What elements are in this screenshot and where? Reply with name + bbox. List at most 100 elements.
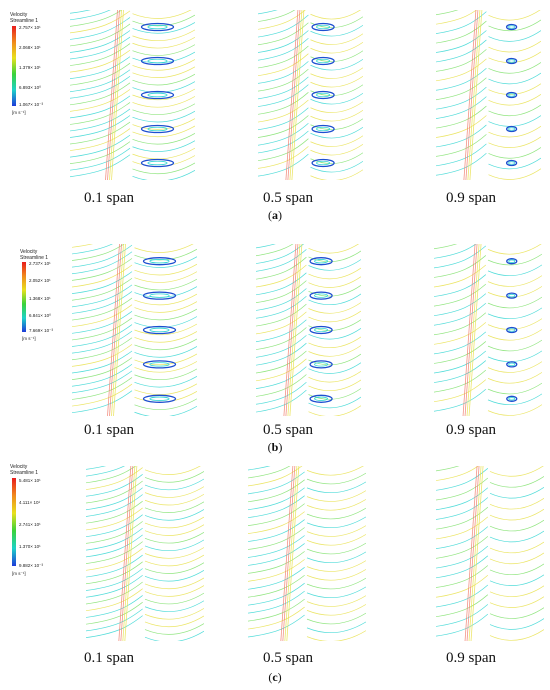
streamline (86, 487, 143, 511)
streamline (489, 618, 544, 630)
streamline (436, 466, 479, 481)
streamline (436, 545, 489, 569)
streamline (248, 598, 305, 622)
vortex-loop (142, 257, 177, 266)
streamline (488, 157, 541, 170)
streamline (258, 153, 309, 177)
streamline (258, 84, 309, 107)
streamline (308, 267, 361, 280)
streamline (487, 275, 542, 287)
legend-tick: 6.893× 10⁰ (19, 85, 41, 90)
vortex-loop (147, 92, 168, 98)
streamline (434, 312, 487, 336)
streamline (306, 577, 366, 590)
streamline (258, 61, 309, 84)
legend-subtitle: Streamline 1 (10, 18, 39, 24)
streamline (86, 588, 143, 612)
vortex-loop (314, 259, 329, 264)
streamline (144, 466, 201, 475)
streamline (489, 552, 544, 565)
streamline (72, 317, 133, 341)
streamline (436, 143, 487, 167)
streamline (258, 99, 309, 123)
streamline (306, 621, 366, 633)
streamline (308, 259, 361, 271)
streamline (489, 530, 544, 543)
streamline (488, 115, 541, 127)
vortex-loop (147, 126, 168, 132)
streamline (306, 551, 366, 563)
streamline (436, 39, 487, 63)
streamline (256, 244, 305, 264)
streamline (434, 274, 487, 297)
streamline (488, 83, 541, 95)
vortex-loop (506, 258, 518, 265)
blade-edge-line (107, 10, 120, 180)
streamline (436, 11, 487, 34)
streamline (144, 516, 204, 529)
streamline (434, 244, 458, 250)
streamline (436, 477, 489, 501)
streamline (308, 302, 361, 314)
streamline (72, 277, 133, 301)
streamline (70, 89, 131, 112)
streamline (489, 574, 544, 586)
legend-tick: 2.052× 10¹ (29, 278, 51, 283)
streamline (248, 495, 305, 519)
streamline (248, 559, 305, 582)
streamline (306, 525, 366, 537)
streamline (144, 486, 204, 498)
streamline (256, 319, 307, 343)
streamline (434, 341, 487, 364)
streamline (72, 390, 133, 414)
streamline (134, 308, 197, 321)
streamline (132, 147, 195, 160)
panel-c: Velocity Streamline 1 5.481× 10¹ 4.111× … (0, 462, 550, 690)
streamline (488, 19, 541, 32)
streamline (86, 568, 143, 591)
vortex-loop (311, 22, 335, 32)
caption-span: 0.1 span (84, 422, 134, 438)
streamline (144, 615, 204, 628)
streamline (436, 506, 489, 530)
streamline (489, 607, 544, 619)
streamline (308, 379, 361, 392)
streamline (144, 600, 204, 612)
streamline (488, 136, 541, 148)
streamline (434, 360, 487, 383)
streamline (248, 466, 271, 471)
streamline (489, 508, 544, 521)
streamline (86, 480, 143, 504)
streamline (310, 92, 363, 105)
vortex-loop (147, 160, 168, 166)
legend-tick: 1.368× 10¹ (29, 296, 51, 301)
vortex-loop (140, 90, 175, 100)
vortex-loop (506, 361, 518, 368)
legend-title: Velocity (20, 249, 38, 255)
streamline (144, 570, 204, 582)
streamline (258, 115, 309, 138)
streamline (306, 612, 366, 625)
legend-tick: 2.741× 10¹ (19, 522, 41, 527)
streamline (306, 586, 366, 598)
streamline (434, 283, 487, 307)
streamline (256, 244, 294, 257)
legend-b: Velocity Streamline 1 2.737× 10¹ 2.052× … (20, 249, 80, 359)
streamline (132, 22, 195, 34)
streamline (86, 466, 137, 484)
vortex-loop (505, 91, 518, 99)
legend-colorbar (12, 26, 16, 106)
streamline (70, 10, 111, 21)
blade-edge-line (286, 466, 300, 641)
streamline (306, 466, 364, 476)
streamline (488, 30, 541, 42)
blade-edge-line (289, 244, 303, 416)
streamline-plot-c-09 (436, 466, 544, 641)
streamline (72, 357, 133, 380)
streamline (310, 75, 363, 88)
streamline (258, 37, 309, 61)
vortex-loop (149, 259, 170, 264)
vortex-loop (309, 394, 333, 403)
streamline (436, 584, 489, 608)
vortex-loop (316, 58, 331, 64)
